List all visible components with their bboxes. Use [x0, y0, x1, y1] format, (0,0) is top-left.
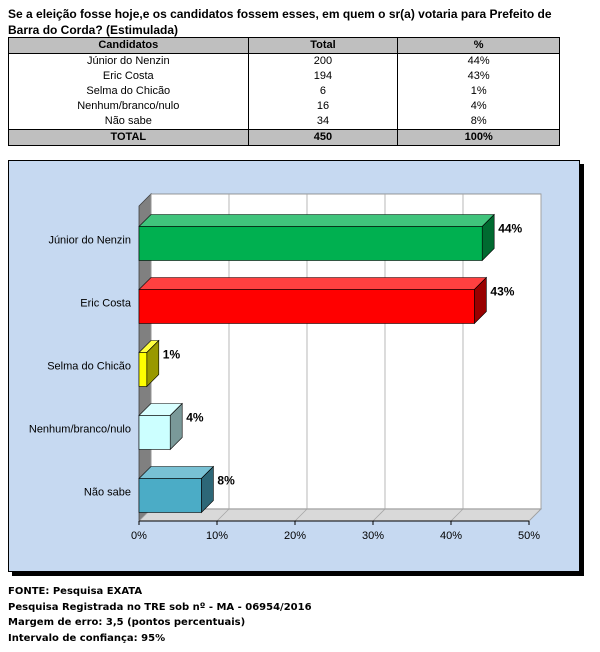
- x-tick-label: 20%: [284, 530, 306, 542]
- footer-margin: Margem de erro: 3,5 (pontos percentuais): [8, 617, 246, 628]
- cell-total: 34: [247, 114, 399, 130]
- data-label: 8%: [217, 474, 235, 488]
- total-count: 450: [247, 129, 399, 146]
- bar: [138, 352, 148, 387]
- header-total: Total: [247, 37, 399, 54]
- category-label: Eric Costa: [80, 298, 132, 310]
- category-label: Júnior do Nenzin: [48, 235, 131, 247]
- x-tick-label: 10%: [206, 530, 228, 542]
- table-row: Não sabe 34 8%: [8, 114, 560, 130]
- cell-total: 6: [247, 84, 399, 99]
- bar: [138, 226, 483, 261]
- floor-gridline: [372, 508, 386, 522]
- bar-top-face: [138, 466, 215, 479]
- footer-source: FONTE: Pesquisa EXATA: [8, 586, 143, 597]
- bar: [138, 415, 171, 450]
- footer-notes: FONTE: Pesquisa EXATA Pesquisa Registrad…: [8, 584, 312, 646]
- question-text: Se a eleição fosse hoje,e os candidatos …: [8, 7, 552, 37]
- data-label: 4%: [186, 411, 204, 425]
- table-header-row: Candidatos Total %: [8, 37, 560, 54]
- floor-gridline: [450, 508, 464, 522]
- cell-name: Selma do Chicão: [8, 84, 249, 99]
- x-tick-label: 40%: [440, 530, 462, 542]
- data-label: 44%: [498, 222, 522, 236]
- total-label: TOTAL: [8, 129, 249, 146]
- category-label: Selma do Chicão: [47, 361, 131, 373]
- table-total-row: TOTAL 450 100%: [8, 129, 560, 146]
- bar: [138, 289, 475, 324]
- cell-total: 16: [247, 99, 399, 114]
- data-label: 43%: [490, 285, 514, 299]
- cell-name: Júnior do Nenzin: [8, 53, 249, 69]
- cell-name: Nenhum/branco/nulo: [8, 99, 249, 114]
- cell-pct: 43%: [397, 69, 560, 84]
- cell-total: 200: [247, 53, 399, 69]
- category-label: Nenhum/branco/nulo: [29, 424, 131, 436]
- bar: [138, 478, 202, 513]
- chart-frame: 0% 10% 20% 30% 40% 50% Júnior do Nenzin 44% Eric…: [8, 160, 580, 572]
- bar-top-face: [138, 214, 495, 227]
- x-tick-label: 0%: [131, 530, 147, 542]
- floor-gridline: [528, 508, 542, 522]
- cell-pct: 44%: [397, 53, 560, 69]
- cell-name: Não sabe: [8, 114, 249, 130]
- total-pct: 100%: [397, 129, 560, 146]
- cell-total: 194: [247, 69, 399, 84]
- table-row: Selma do Chicão 6 1%: [8, 84, 560, 99]
- x-tick-label: 30%: [362, 530, 384, 542]
- data-label: 1%: [163, 348, 181, 362]
- table-row: Júnior do Nenzin 200 44%: [8, 53, 560, 69]
- category-label: Não sabe: [84, 487, 131, 499]
- floor-gridline: [216, 508, 230, 522]
- table-row: Eric Costa 194 43%: [8, 69, 560, 84]
- cell-pct: 1%: [397, 84, 560, 99]
- bar-top-face: [138, 277, 488, 290]
- cell-pct: 4%: [397, 99, 560, 114]
- cell-pct: 8%: [397, 114, 560, 130]
- x-tick-label: 50%: [518, 530, 540, 542]
- footer-confidence: Intervalo de confiança: 95%: [8, 632, 166, 644]
- bar-chart: 0% 10% 20% 30% 40% 50% Júnior do Nenzin 44% Eric…: [29, 193, 542, 542]
- results-table: Candidatos Total % Júnior do Nenzin 200 …: [8, 37, 560, 146]
- floor-gridline: [294, 508, 308, 522]
- header-candidatos: Candidatos: [8, 37, 249, 54]
- table-row: Nenhum/branco/nulo 16 4%: [8, 99, 560, 114]
- cell-name: Eric Costa: [8, 69, 249, 84]
- footer-registration: Pesquisa Registrada no TRE sob nº - MA -…: [8, 601, 312, 613]
- header-percent: %: [397, 37, 560, 54]
